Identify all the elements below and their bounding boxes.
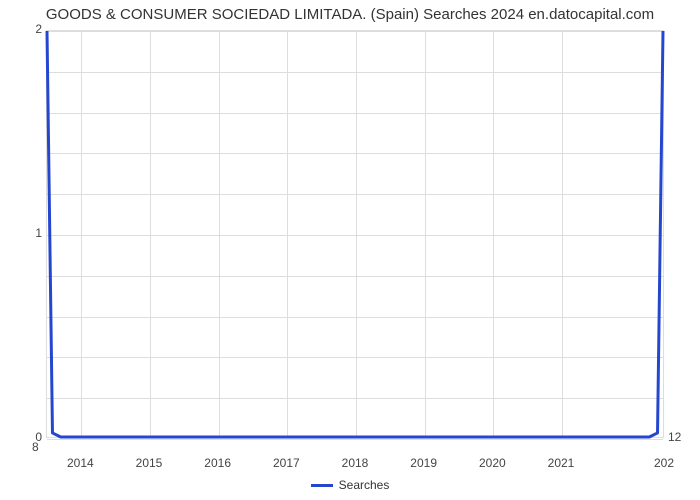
x-tick-label: 2018 [325, 456, 385, 470]
chart-title: GOODS & CONSUMER SOCIEDAD LIMITADA. (Spa… [0, 6, 700, 23]
y-tick-label: 2 [12, 22, 42, 36]
x-tick-label: 202 [654, 456, 674, 470]
legend: Searches [0, 478, 700, 492]
series-line [47, 31, 663, 437]
x-tick-label: 2017 [256, 456, 316, 470]
grid-line-horizontal [47, 439, 663, 440]
chart-container: { "chart": { "type": "line", "title": "G… [0, 0, 700, 500]
plot-area [46, 30, 664, 438]
y2-tick-label: 8 [32, 440, 39, 454]
x-tick-label: 2014 [50, 456, 110, 470]
y2-tick-label: 12 [668, 430, 698, 444]
legend-label: Searches [339, 478, 390, 492]
y-tick-label: 1 [12, 226, 42, 240]
x-tick-label: 2019 [394, 456, 454, 470]
legend-swatch [311, 484, 333, 487]
x-tick-label: 2020 [462, 456, 522, 470]
x-tick-label: 2021 [531, 456, 591, 470]
x-tick-label: 2015 [119, 456, 179, 470]
x-tick-label: 2016 [188, 456, 248, 470]
data-line [47, 31, 663, 437]
